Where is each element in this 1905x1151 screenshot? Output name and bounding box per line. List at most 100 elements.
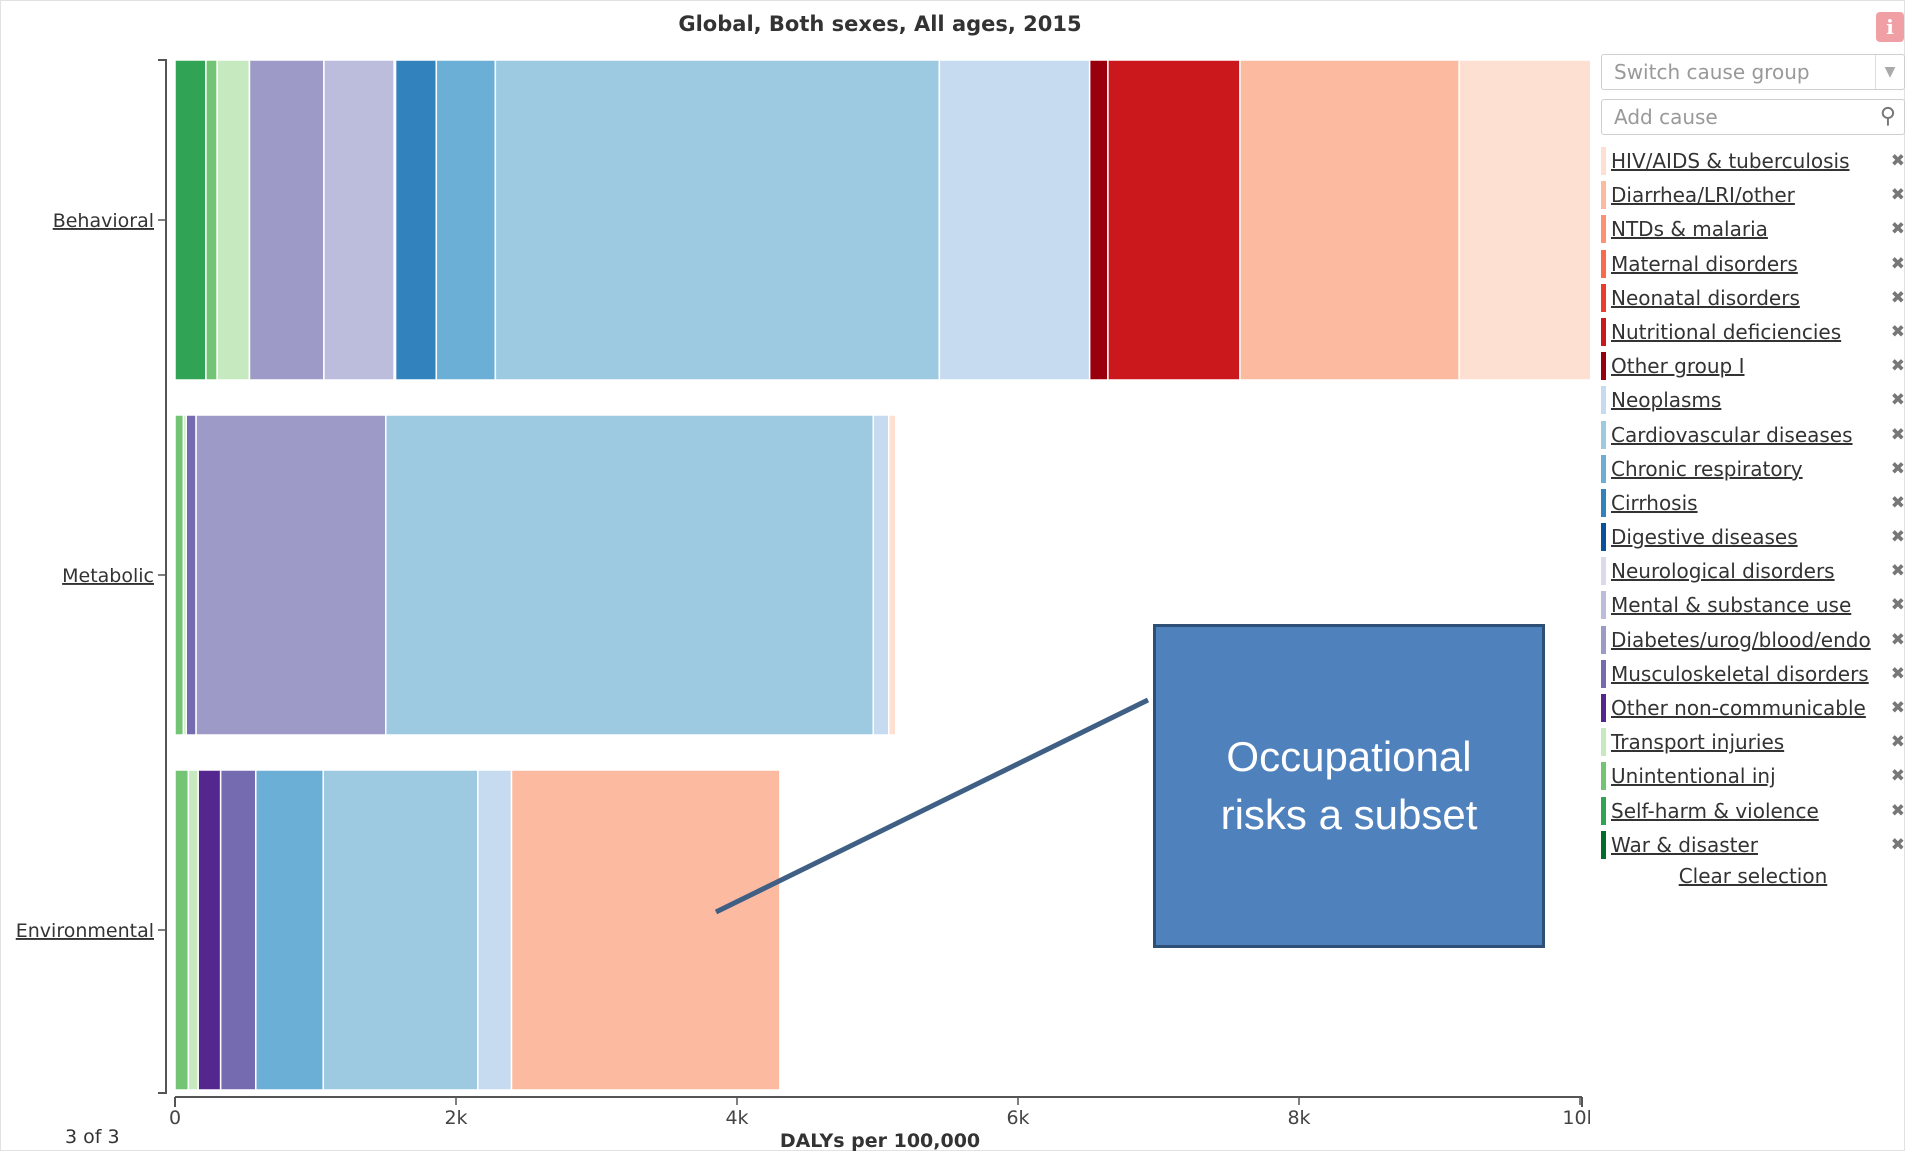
legend-item-label[interactable]: Cardiovascular diseases xyxy=(1611,422,1853,447)
bar-segment[interactable] xyxy=(219,769,257,1091)
remove-cause-icon[interactable]: ✖ xyxy=(1890,561,1905,582)
bar-segment[interactable] xyxy=(494,59,941,381)
legend-item[interactable]: Digestive diseases ✖ xyxy=(1601,520,1905,554)
legend-item[interactable]: Other non-communicable ✖ xyxy=(1601,691,1905,725)
legend-item[interactable]: Diarrhea/LRI/other ✖ xyxy=(1601,178,1905,212)
remove-cause-icon[interactable]: ✖ xyxy=(1890,527,1905,548)
switch-cause-group-select[interactable]: Switch cause group ▼ xyxy=(1601,54,1905,90)
bar-segment[interactable] xyxy=(1107,59,1241,381)
legend-item-label[interactable]: Nutritional deficiencies xyxy=(1611,319,1842,344)
remove-cause-icon[interactable]: ✖ xyxy=(1890,629,1905,650)
legend-item-label[interactable]: Maternal disorders xyxy=(1611,251,1798,276)
y-tick-label[interactable]: Metabolic xyxy=(62,565,154,587)
bar-segment[interactable] xyxy=(197,769,222,1091)
bar-segment[interactable] xyxy=(205,59,218,381)
remove-cause-icon[interactable]: ✖ xyxy=(1890,663,1905,684)
legend-item[interactable]: Nutritional deficiencies ✖ xyxy=(1601,315,1905,349)
legend-item-label[interactable]: Cirrhosis xyxy=(1611,490,1698,515)
bar-segment[interactable] xyxy=(394,59,438,381)
bar-segment[interactable] xyxy=(216,59,251,381)
legend-item[interactable]: War & disaster ✖ xyxy=(1601,828,1905,862)
remove-cause-icon[interactable]: ✖ xyxy=(1890,595,1905,616)
bar-segment[interactable] xyxy=(174,769,190,1091)
legend-item[interactable]: Other group I ✖ xyxy=(1601,349,1905,383)
y-tick-label[interactable]: Environmental xyxy=(16,920,154,942)
occupational-risks-callout: Occupational risks a subset xyxy=(1153,624,1545,948)
legend-item-label[interactable]: Unintentional inj xyxy=(1611,764,1776,789)
legend-item[interactable]: Cirrhosis ✖ xyxy=(1601,486,1905,520)
bar-segment[interactable] xyxy=(938,59,1091,381)
remove-cause-icon[interactable]: ✖ xyxy=(1890,834,1905,855)
legend-item-label[interactable]: Digestive diseases xyxy=(1611,525,1798,550)
bar-segment[interactable] xyxy=(872,414,890,736)
legend-item[interactable]: Self-harm & violence ✖ xyxy=(1601,794,1905,828)
bar-segment[interactable] xyxy=(323,59,395,381)
clear-selection-link[interactable]: Clear selection xyxy=(1678,863,1828,888)
legend-item[interactable]: NTDs & malaria ✖ xyxy=(1601,212,1905,246)
legend-item[interactable]: Transport injuries ✖ xyxy=(1601,725,1905,759)
legend-item-label[interactable]: Neoplasms xyxy=(1611,388,1722,413)
remove-cause-icon[interactable]: ✖ xyxy=(1890,698,1905,718)
bar-segment[interactable] xyxy=(174,414,185,736)
remove-cause-icon[interactable]: ✖ xyxy=(1890,321,1905,342)
bar-segment[interactable] xyxy=(255,769,324,1091)
legend-item-label[interactable]: Transport injuries xyxy=(1611,730,1785,755)
chevron-down-icon[interactable]: ▼ xyxy=(1875,55,1904,89)
bar-segment[interactable] xyxy=(1239,59,1460,381)
legend-item[interactable]: Unintentional inj ✖ xyxy=(1601,759,1905,793)
bar-segment[interactable] xyxy=(322,769,479,1091)
bar-segment[interactable] xyxy=(1088,59,1109,381)
remove-cause-icon[interactable]: ✖ xyxy=(1890,253,1905,274)
info-icon[interactable]: i xyxy=(1876,12,1904,42)
legend-item-label[interactable]: Diarrhea/LRI/other xyxy=(1611,183,1795,208)
remove-cause-icon[interactable]: ✖ xyxy=(1890,287,1905,308)
remove-cause-icon[interactable]: ✖ xyxy=(1890,151,1905,171)
legend-item-label[interactable]: Other group I xyxy=(1611,354,1745,379)
legend-item[interactable]: Musculoskeletal disorders ✖ xyxy=(1601,657,1905,691)
bar-segment[interactable] xyxy=(477,769,513,1091)
legend-item-label[interactable]: War & disaster xyxy=(1611,832,1759,857)
bar-segment[interactable] xyxy=(1458,59,1590,381)
legend-item[interactable]: Maternal disorders ✖ xyxy=(1601,247,1905,281)
legend-item[interactable]: Neurological disorders ✖ xyxy=(1601,554,1905,588)
remove-cause-icon[interactable]: ✖ xyxy=(1890,800,1905,821)
search-icon[interactable]: ⚲ xyxy=(1879,104,1896,129)
remove-cause-icon[interactable]: ✖ xyxy=(1890,390,1905,411)
legend-item-label[interactable]: Chronic respiratory xyxy=(1611,456,1803,481)
bar-segment[interactable] xyxy=(187,769,199,1091)
remove-cause-icon[interactable]: ✖ xyxy=(1890,219,1905,240)
legend-item-label[interactable]: Diabetes/urog/blood/endo xyxy=(1611,627,1871,652)
bar-segment[interactable] xyxy=(510,769,781,1091)
legend-item-label[interactable]: Mental & substance use xyxy=(1611,593,1852,618)
legend-item[interactable]: HIV/AIDS & tuberculosis ✖ xyxy=(1601,144,1905,178)
legend-item[interactable]: Neonatal disorders ✖ xyxy=(1601,281,1905,315)
remove-cause-icon[interactable]: ✖ xyxy=(1890,185,1905,206)
remove-cause-icon[interactable]: ✖ xyxy=(1890,424,1905,445)
y-tick-label[interactable]: Behavioral xyxy=(53,210,154,232)
remove-cause-icon[interactable]: ✖ xyxy=(1890,356,1905,377)
bar-segment[interactable] xyxy=(887,414,897,736)
legend-item-label[interactable]: NTDs & malaria xyxy=(1611,217,1768,242)
bar-segment[interactable] xyxy=(185,414,197,736)
legend-item-label[interactable]: Musculoskeletal disorders xyxy=(1611,661,1869,686)
bar-segment[interactable] xyxy=(385,414,875,736)
legend-item-label[interactable]: Self-harm & violence xyxy=(1611,798,1819,823)
legend-item-label[interactable]: Neonatal disorders xyxy=(1611,285,1800,310)
legend-item-label[interactable]: HIV/AIDS & tuberculosis xyxy=(1611,149,1850,173)
bar-segment[interactable] xyxy=(174,59,207,381)
add-cause-input[interactable]: Add cause ⚲ xyxy=(1601,99,1905,135)
bar-segment[interactable] xyxy=(248,59,325,381)
remove-cause-icon[interactable]: ✖ xyxy=(1890,458,1905,479)
remove-cause-icon[interactable]: ✖ xyxy=(1890,766,1905,787)
remove-cause-icon[interactable]: ✖ xyxy=(1890,732,1905,753)
legend-item[interactable]: Chronic respiratory ✖ xyxy=(1601,452,1905,486)
legend-item[interactable]: Cardiovascular diseases ✖ xyxy=(1601,418,1905,452)
legend-item[interactable]: Mental & substance use ✖ xyxy=(1601,588,1905,622)
remove-cause-icon[interactable]: ✖ xyxy=(1890,492,1905,513)
legend-item-label[interactable]: Other non-communicable xyxy=(1611,696,1866,720)
legend-item-label[interactable]: Neurological disorders xyxy=(1611,559,1835,584)
legend-item[interactable]: Diabetes/urog/blood/endo ✖ xyxy=(1601,623,1905,657)
legend-item[interactable]: Neoplasms ✖ xyxy=(1601,383,1905,417)
bar-segment[interactable] xyxy=(435,59,497,381)
bar-segment[interactable] xyxy=(195,414,387,736)
